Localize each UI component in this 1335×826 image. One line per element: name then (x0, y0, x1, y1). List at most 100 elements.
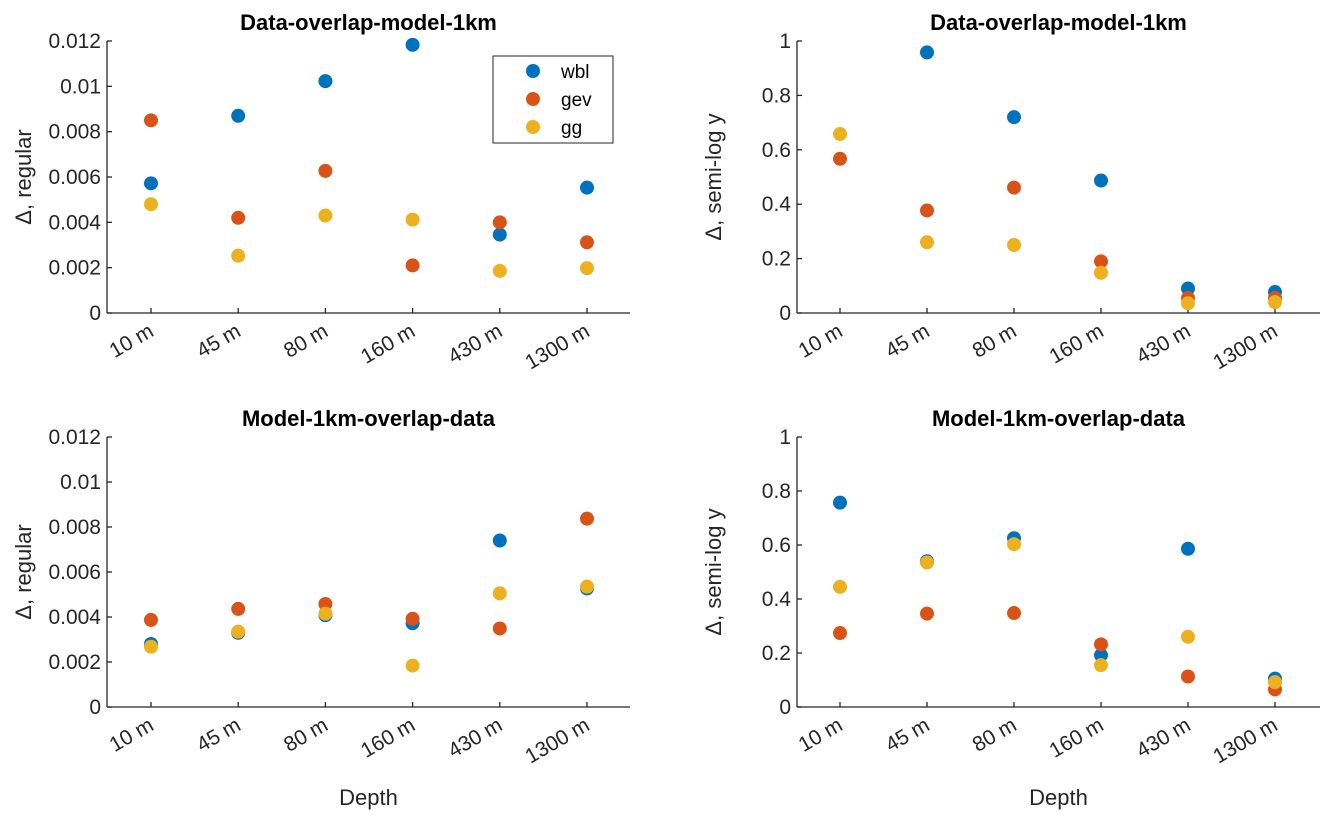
y-tick-label: 0.01 (60, 471, 101, 494)
data-point-gg (1268, 675, 1282, 690)
data-point-gev (231, 601, 246, 616)
data-point-gev (580, 235, 594, 250)
subplot-title: Data-overlap-model-1km (240, 10, 497, 35)
x-tick-label: 10 m (106, 319, 158, 362)
x-tick-label: 160 m (1045, 713, 1107, 762)
data-point-gg (231, 248, 246, 263)
data-point-gev (920, 203, 934, 218)
data-point-gev (1181, 669, 1195, 684)
y-tick-label: 0.8 (762, 480, 791, 503)
y-tick-label: 0.002 (48, 651, 101, 674)
y-axis-label: Δ, semi-log y (701, 113, 726, 240)
y-tick-label: 0 (89, 696, 101, 719)
data-point-gev (144, 113, 158, 128)
series-gg (833, 537, 1282, 690)
data-point-gev (405, 258, 420, 273)
series-gev (144, 511, 594, 636)
x-tick-label: 1300 m (1209, 319, 1281, 374)
x-tick-label: 80 m (969, 319, 1021, 362)
x-tick-label: 430 m (444, 319, 506, 368)
data-point-wbl (1094, 648, 1108, 663)
data-point-gg (833, 579, 847, 594)
subplot-bottom-right: Model-1km-overlap-data 0 0.2 0.4 0.6 0.8 1 10 m… (701, 406, 1320, 810)
data-point-gev (920, 606, 934, 621)
y-tick-label: 0.6 (762, 534, 791, 557)
x-tick-label: 45 m (193, 713, 245, 756)
y-tick-label: 0.008 (48, 516, 101, 539)
data-point-gev (1007, 180, 1021, 195)
data-point-gev (492, 621, 507, 636)
x-tick-label: 430 m (1132, 319, 1194, 368)
data-point-gg (833, 127, 847, 142)
y-tick-label: 0.4 (762, 588, 792, 611)
data-point-wbl (405, 37, 420, 52)
x-tick-label: 45 m (193, 319, 245, 362)
data-point-gg (492, 263, 507, 278)
series-wbl (833, 495, 1282, 686)
series-gev (144, 113, 594, 273)
data-point-gg (1181, 629, 1195, 644)
series-wbl (144, 37, 594, 242)
data-point-gg (1181, 296, 1195, 311)
x-tick-label: 10 m (106, 713, 158, 756)
y-tick-label: 0.008 (48, 121, 101, 144)
y-tick-label: 0.012 (48, 426, 101, 449)
data-point-wbl (231, 108, 246, 123)
data-point-wbl (833, 495, 847, 510)
y-tick-label: 0.006 (48, 561, 101, 584)
x-tick-label: 10 m (795, 319, 847, 362)
y-tick-label: 1 (779, 30, 791, 53)
data-point-wbl (318, 74, 333, 89)
legend-box (492, 55, 614, 144)
data-point-gev (318, 163, 333, 178)
data-point-gg (920, 235, 934, 250)
data-point-gev (231, 210, 246, 225)
data-point-gg (405, 212, 420, 227)
data-point-gg (318, 606, 333, 621)
subplot-title: Data-overlap-model-1km (930, 10, 1187, 35)
x-tick-label: 1300 m (521, 319, 593, 374)
legend-label-gev: gev (561, 90, 592, 111)
x-tick-label: 80 m (280, 713, 332, 756)
data-point-gg (492, 586, 507, 601)
y-tick-label: 0.004 (48, 211, 101, 234)
data-point-gev (405, 611, 420, 626)
data-point-gg (580, 261, 594, 276)
data-point-gev (318, 596, 333, 611)
data-point-wbl (492, 227, 507, 242)
subplot-bottom-left: Model-1km-overlap-data 0 0.002 0.004 0.006 0.… (11, 406, 630, 810)
x-tick-label: 80 m (969, 713, 1021, 756)
legend-label-gg: gg (561, 118, 582, 139)
data-point-gg (1094, 265, 1108, 280)
x-axis-label: Depth (1029, 785, 1088, 810)
subplot-title: Model-1km-overlap-data (932, 406, 1186, 431)
x-tick-label: 1300 m (521, 713, 593, 768)
y-tick-label: 0.4 (762, 193, 792, 216)
data-point-gg (1094, 658, 1108, 673)
y-tick-label: 0.6 (762, 139, 791, 162)
legend-label-wbl: wbl (560, 62, 590, 83)
x-tick-label: 10 m (795, 713, 847, 756)
y-tick-label: 0.01 (60, 75, 101, 98)
x-tick-label: 160 m (357, 713, 419, 762)
data-point-wbl (1094, 173, 1108, 188)
legend: wbl gev gg (492, 55, 614, 144)
data-point-gev (492, 215, 507, 230)
y-tick-label: 0.002 (48, 257, 101, 280)
y-tick-label: 0.006 (48, 166, 101, 189)
data-point-wbl (1007, 110, 1021, 125)
data-point-wbl (1181, 541, 1195, 556)
x-axis-label: Depth (339, 785, 398, 810)
data-point-wbl (920, 45, 934, 60)
data-point-gg (1268, 295, 1282, 310)
data-point-gev (1094, 637, 1108, 652)
x-tick-label: 430 m (1132, 713, 1194, 762)
y-tick-label: 0.004 (48, 606, 101, 629)
subplot-top-left: Data-overlap-model-1km 0 0.002 0.004 0.006 0.… (11, 10, 630, 374)
y-tick-label: 0 (89, 302, 101, 325)
y-tick-label: 0 (779, 696, 791, 719)
data-point-gg (580, 579, 594, 594)
x-tick-label: 80 m (280, 319, 332, 362)
series-gg (144, 579, 594, 673)
data-point-gg (405, 658, 420, 673)
